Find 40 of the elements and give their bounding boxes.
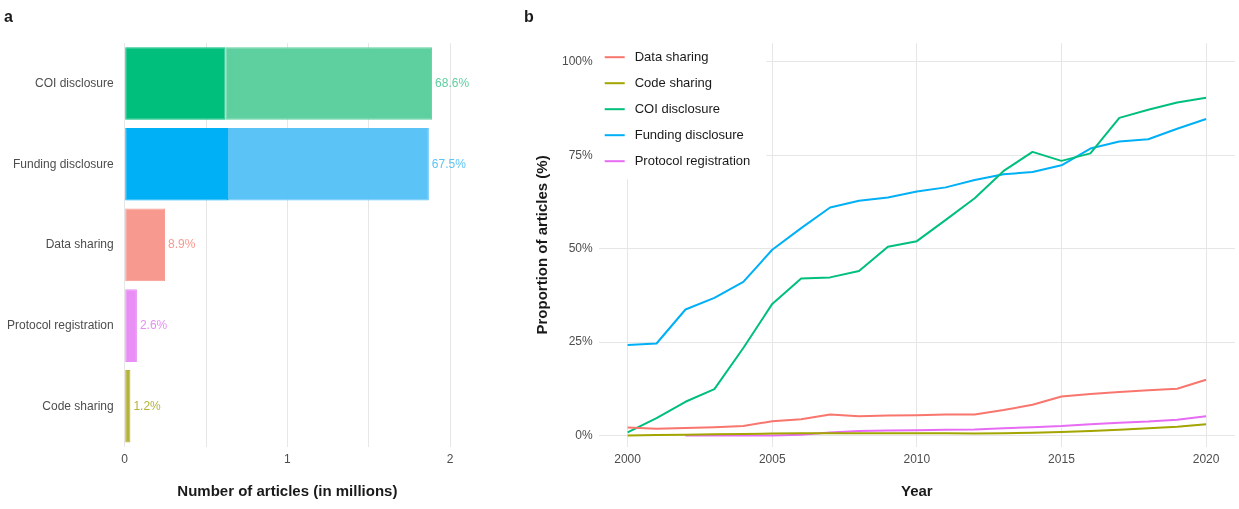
y-tick-label: Data sharing [45,237,114,252]
x-tick-label: 1 [284,452,292,467]
x-tick-label: 2015 [1048,452,1076,467]
y-axis-title: Proportion of articles (%) [533,155,551,335]
x-tick-label: 2010 [903,452,931,467]
bar [125,208,166,282]
legend-label: Funding disclosure [634,126,744,142]
bar [125,127,228,201]
y-tick-label: Funding disclosure [12,156,115,171]
x-axis-title: Year [900,482,933,500]
annotation: 67.5% [431,156,467,171]
legend-label: COI disclosure [634,100,720,116]
y-tick-label: 100% [561,54,594,69]
x-tick-label: 2 [446,452,454,467]
chart-title: a [4,8,13,26]
annotation: 1.2% [133,398,162,413]
y-tick-label: 25% [568,334,594,349]
legend-label: Protocol registration [634,152,751,168]
y-tick-label: Code sharing [42,398,114,413]
y-tick-label: 0% [575,427,594,442]
bar [225,47,433,120]
bar [125,47,226,120]
y-tick-label: Protocol registration [7,317,114,332]
legend-label: Code sharing [634,74,713,90]
x-tick-label: 2000 [614,452,642,467]
x-axis-title: Number of articles (in millions) [177,482,398,500]
y-tick-label: 75% [568,147,594,162]
x-tick-label: 2005 [758,452,786,467]
legend-label: Data sharing [634,48,709,64]
x-tick-label: 0 [121,452,129,467]
annotation: 8.9% [168,237,196,252]
bar [125,369,131,443]
bar [227,127,429,201]
annotation: 2.6% [139,317,168,332]
bar [125,289,137,362]
chart-title: b [524,8,534,26]
x-tick-label: 2020 [1192,452,1220,467]
annotation: 68.6% [435,75,470,90]
y-tick-label: 50% [568,240,594,255]
y-tick-label: COI disclosure [35,75,115,90]
